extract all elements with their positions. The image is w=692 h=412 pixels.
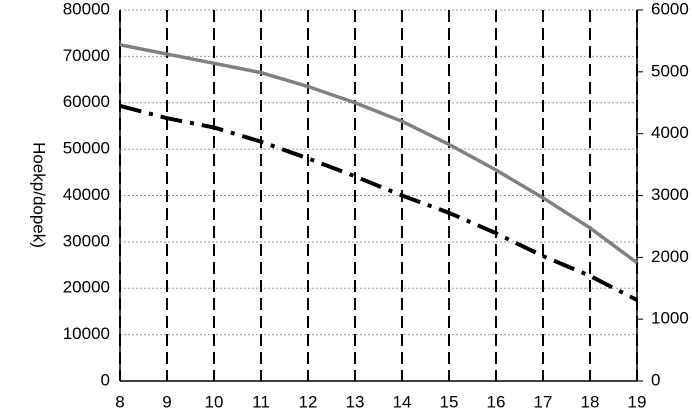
- x-tick-label: 19: [628, 392, 647, 411]
- y-tick-label: 20000: [63, 278, 110, 297]
- y2-tick-label: 6000: [651, 0, 689, 18]
- y-tick-label: 0: [101, 370, 110, 389]
- x-tick-label: 9: [162, 392, 171, 411]
- y-tick-label: 30000: [63, 231, 110, 250]
- y2-tick-label: 5000: [651, 61, 689, 80]
- x-tick-label: 18: [581, 392, 600, 411]
- line: [119, 103, 638, 302]
- y-tick-label: 80000: [63, 0, 110, 18]
- x-tick-label: 17: [534, 392, 553, 411]
- y2-tick-label: 3000: [651, 185, 689, 204]
- y2-tick-label: 1000: [651, 309, 689, 328]
- x-tick-label: 16: [487, 392, 506, 411]
- y-tick-label: 50000: [63, 139, 110, 158]
- x-tick-label: 12: [299, 392, 318, 411]
- x-tick-label: 15: [440, 392, 459, 411]
- y2-tick-label: 0: [651, 370, 660, 389]
- y-tick-label: 40000: [63, 185, 110, 204]
- x-tick-label: 11: [252, 392, 270, 411]
- y2-tick-label: 4000: [651, 123, 689, 142]
- y2-tick-label: 2000: [651, 247, 689, 266]
- line: [119, 43, 639, 265]
- x-tick-label: 14: [393, 392, 412, 411]
- y-tick-label: 10000: [63, 324, 110, 343]
- y-tick-label: 60000: [63, 92, 110, 111]
- x-tick-label: 13: [346, 392, 365, 411]
- y-axis-label: Hoekp/dopek): [30, 142, 49, 248]
- x-tick-label: 8: [115, 392, 124, 411]
- y-tick-label: 70000: [63, 46, 110, 65]
- x-tick-label: 10: [205, 392, 224, 411]
